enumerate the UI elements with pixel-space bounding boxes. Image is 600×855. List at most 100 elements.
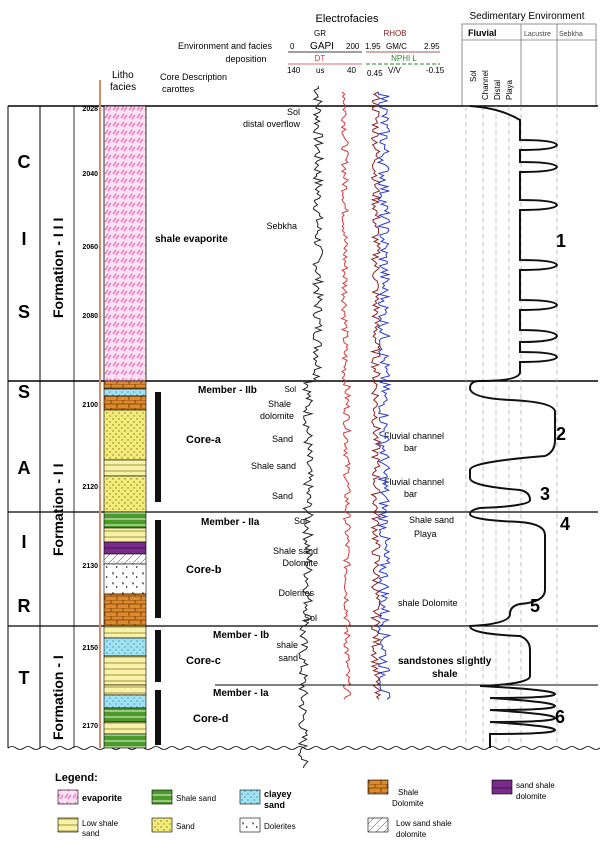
- depth-2060: 2060: [82, 244, 98, 251]
- legend-swatch-sand-shale-dolomite: [491, 779, 513, 795]
- litho-lowsandshale-b: [103, 553, 147, 565]
- electrofacies-title: Electrofacies: [316, 13, 379, 25]
- desc-dolerites: Dolerites: [278, 588, 314, 598]
- sed-env-column: [465, 105, 559, 748]
- system-letters: C I S S A I R T: [18, 152, 31, 688]
- legend-swatch-dolerites: [239, 817, 261, 833]
- litho-dolomite-iib: [103, 395, 147, 411]
- litho-lowsand-d2: [103, 721, 147, 735]
- legend-sand-shale-dol-1: sand shale: [516, 781, 555, 790]
- legend-low-sand-shale-1: Low sand shale: [396, 819, 452, 828]
- legend-shale-dolomite-2: Dolomite: [392, 799, 424, 808]
- formation-iii-label: Formation - I I I: [50, 218, 66, 318]
- dt-max: 40: [347, 66, 356, 75]
- desc-sebkha: Sebkha: [266, 221, 297, 231]
- legend-swatch-clayey-sand: [239, 789, 261, 805]
- core-descriptions: shale evaporite Sol distal overflow Sebk…: [155, 107, 492, 725]
- system-letter-i-low: I: [21, 532, 26, 552]
- litho-evaporite: [103, 105, 147, 382]
- legend-sand: Sand: [176, 822, 195, 831]
- desc-sol-3: Sol: [294, 516, 307, 526]
- legend-shale-dolomite-1: Shale: [398, 788, 419, 797]
- gr-min: 0: [290, 42, 295, 51]
- desc-shale-sand-1: Shale sand: [251, 461, 296, 471]
- fluvial-label: Fluvial: [468, 28, 497, 38]
- distal-vertical-label: Distal: [493, 80, 502, 100]
- system-letter-s-top: S: [18, 302, 30, 322]
- legend-dolerites: Dolerites: [264, 822, 296, 831]
- desc-member-ia: Member - Ia: [213, 688, 269, 699]
- rhob-unit: GM/C: [386, 42, 407, 51]
- rhob-min: 1.95: [365, 42, 381, 51]
- gr-max: 200: [346, 42, 360, 51]
- litho-sand-a1: [103, 409, 147, 461]
- core-bar-c: [155, 630, 161, 682]
- litho-dolomite-b: [103, 593, 147, 627]
- env-label-1: Environment and facies: [178, 41, 273, 51]
- dt-curve: [340, 91, 352, 700]
- rhob-curve: [369, 91, 383, 700]
- channel-vertical-label: Channel: [481, 70, 490, 100]
- litho-lowsand-c1: [103, 625, 147, 639]
- litho-shalesand-d2: [103, 733, 147, 749]
- desc-fluvial-channel-1: Fluvial channel: [384, 431, 444, 441]
- litho-lowsand-b: [103, 527, 147, 543]
- rhob-label: RHOB: [383, 29, 406, 38]
- desc-dolomite: dolomite: [260, 411, 294, 421]
- env-number-2: 2: [556, 424, 566, 444]
- desc-shale: Shale: [268, 399, 291, 409]
- desc-member-iia: Member - IIa: [201, 517, 260, 528]
- core-desc-1: Core Description: [160, 72, 227, 82]
- litho-lowsand-d: [103, 684, 147, 696]
- nphi-curve: [376, 92, 392, 700]
- litho-clayey-top: [103, 388, 147, 397]
- desc-shale-evaporite: shale evaporite: [155, 234, 228, 245]
- desc-playa: Playa: [414, 529, 437, 539]
- env-number-6: 6: [555, 707, 565, 727]
- system-letter-a: A: [18, 458, 31, 478]
- dt-unit: us: [316, 66, 324, 75]
- depth-2150: 2150: [82, 645, 98, 652]
- sebkha-label: Sebkha: [559, 31, 583, 38]
- desc-core-a: Core-a: [186, 434, 222, 446]
- litho-dolerites: [103, 563, 147, 595]
- legend-swatch-low-sand-shale-dolomite: [367, 817, 389, 833]
- formation-ii-label: Formation - I I: [50, 463, 66, 556]
- litho-clayey-d: [103, 694, 147, 709]
- desc-bar-1: bar: [404, 443, 417, 453]
- desc-sol-2: Sol: [284, 385, 296, 394]
- system-letter-r: R: [18, 596, 31, 616]
- depth-2080: 2080: [82, 313, 98, 320]
- legend-evaporite: evaporite: [82, 793, 122, 803]
- legend-swatch-shale-dolomite: [367, 779, 389, 795]
- nphi-label: NPHI L: [391, 54, 417, 63]
- desc-sand-word: sand: [278, 653, 298, 663]
- formation-i-label: Formation - I: [50, 655, 66, 740]
- depth-2100: 2100: [82, 402, 98, 409]
- desc-member-ib: Member - Ib: [213, 630, 269, 641]
- well-log-curves: [297, 85, 392, 769]
- core-bar-a: [155, 392, 161, 502]
- desc-sol-1: Sol: [287, 107, 300, 117]
- system-letter-c: C: [18, 152, 31, 172]
- desc-member-iib: Member - IIb: [198, 385, 257, 396]
- sol-vertical-label: Sol: [469, 70, 478, 82]
- env-number-3: 3: [540, 484, 550, 504]
- litho-sandshaledol-b: [103, 541, 147, 555]
- legend-title: Legend:: [55, 772, 98, 784]
- nphi-max: -0.15: [426, 66, 445, 75]
- litho-dolomite-top: [103, 380, 147, 390]
- rhob-max: 2.95: [424, 42, 440, 51]
- desc-shale-dolomite: shale Dolomite: [398, 598, 458, 608]
- nphi-min: 0.45: [367, 69, 383, 78]
- litho-clayey-c: [103, 637, 147, 657]
- litho-column: [103, 105, 147, 749]
- litho-lowsand-c2: [103, 655, 147, 686]
- desc-distal-overflow: distal overflow: [243, 119, 301, 129]
- core-bar-d: [155, 690, 161, 745]
- legend-sand-shale-dol-2: dolomite: [516, 792, 547, 801]
- desc-sol-4: Sol: [304, 613, 317, 623]
- litho-shalesand-d1: [103, 707, 147, 723]
- desc-sand-1: Sand: [272, 434, 293, 444]
- litho-label-2: facies: [110, 82, 136, 93]
